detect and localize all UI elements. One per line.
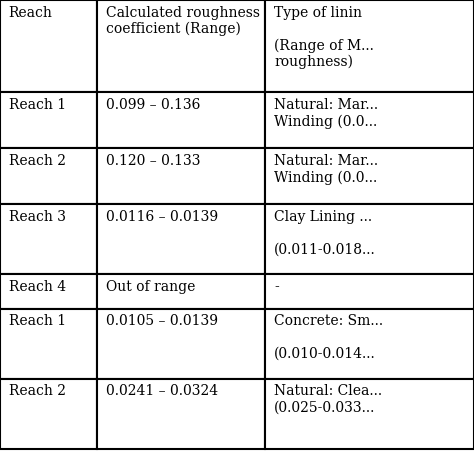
Text: Reach: Reach [9, 6, 53, 20]
Bar [265, 204, 474, 274]
Text: 0.120 – 0.133: 0.120 – 0.133 [106, 154, 200, 168]
Bar [265, 0, 474, 92]
Text: Reach 2: Reach 2 [9, 384, 65, 399]
Text: 0.099 – 0.136: 0.099 – 0.136 [106, 98, 200, 112]
Bar [265, 379, 474, 449]
Bar [97, 0, 265, 92]
Text: Reach 3: Reach 3 [9, 210, 65, 224]
Bar [0, 379, 97, 449]
Bar [97, 379, 265, 449]
Bar [0, 148, 97, 204]
Text: Reach 1: Reach 1 [9, 98, 66, 112]
Bar [0, 274, 97, 309]
Bar [97, 148, 265, 204]
Bar [265, 92, 474, 148]
Text: Reach 2: Reach 2 [9, 154, 65, 168]
Bar [265, 309, 474, 379]
Bar [0, 309, 97, 379]
Text: 0.0105 – 0.0139: 0.0105 – 0.0139 [106, 314, 218, 328]
Text: -: - [274, 280, 279, 294]
Text: Reach 4: Reach 4 [9, 280, 66, 294]
Bar [97, 274, 265, 309]
Text: Type of linin

(Range of M...
roughness): Type of linin (Range of M... roughness) [274, 6, 374, 69]
Text: Out of range: Out of range [106, 280, 195, 294]
Bar [97, 92, 265, 148]
Text: Clay Lining ...

(0.011-0.018...: Clay Lining ... (0.011-0.018... [274, 210, 376, 256]
Bar [97, 309, 265, 379]
Text: Natural: Clea...
(0.025-0.033...: Natural: Clea... (0.025-0.033... [274, 384, 382, 415]
Bar [0, 0, 97, 92]
Bar [0, 204, 97, 274]
Text: Natural: Mar...
Winding (0.0...: Natural: Mar... Winding (0.0... [274, 98, 378, 129]
Bar [0, 92, 97, 148]
Text: Concrete: Sm...

(0.010-0.014...: Concrete: Sm... (0.010-0.014... [274, 314, 383, 361]
Text: Reach 1: Reach 1 [9, 314, 66, 328]
Bar [265, 148, 474, 204]
Text: 0.0241 – 0.0324: 0.0241 – 0.0324 [106, 384, 218, 399]
Bar [265, 274, 474, 309]
Text: 0.0116 – 0.0139: 0.0116 – 0.0139 [106, 210, 218, 224]
Text: Calculated roughness
coefficient (Range): Calculated roughness coefficient (Range) [106, 6, 260, 36]
Text: Natural: Mar...
Winding (0.0...: Natural: Mar... Winding (0.0... [274, 154, 378, 185]
Bar [97, 204, 265, 274]
